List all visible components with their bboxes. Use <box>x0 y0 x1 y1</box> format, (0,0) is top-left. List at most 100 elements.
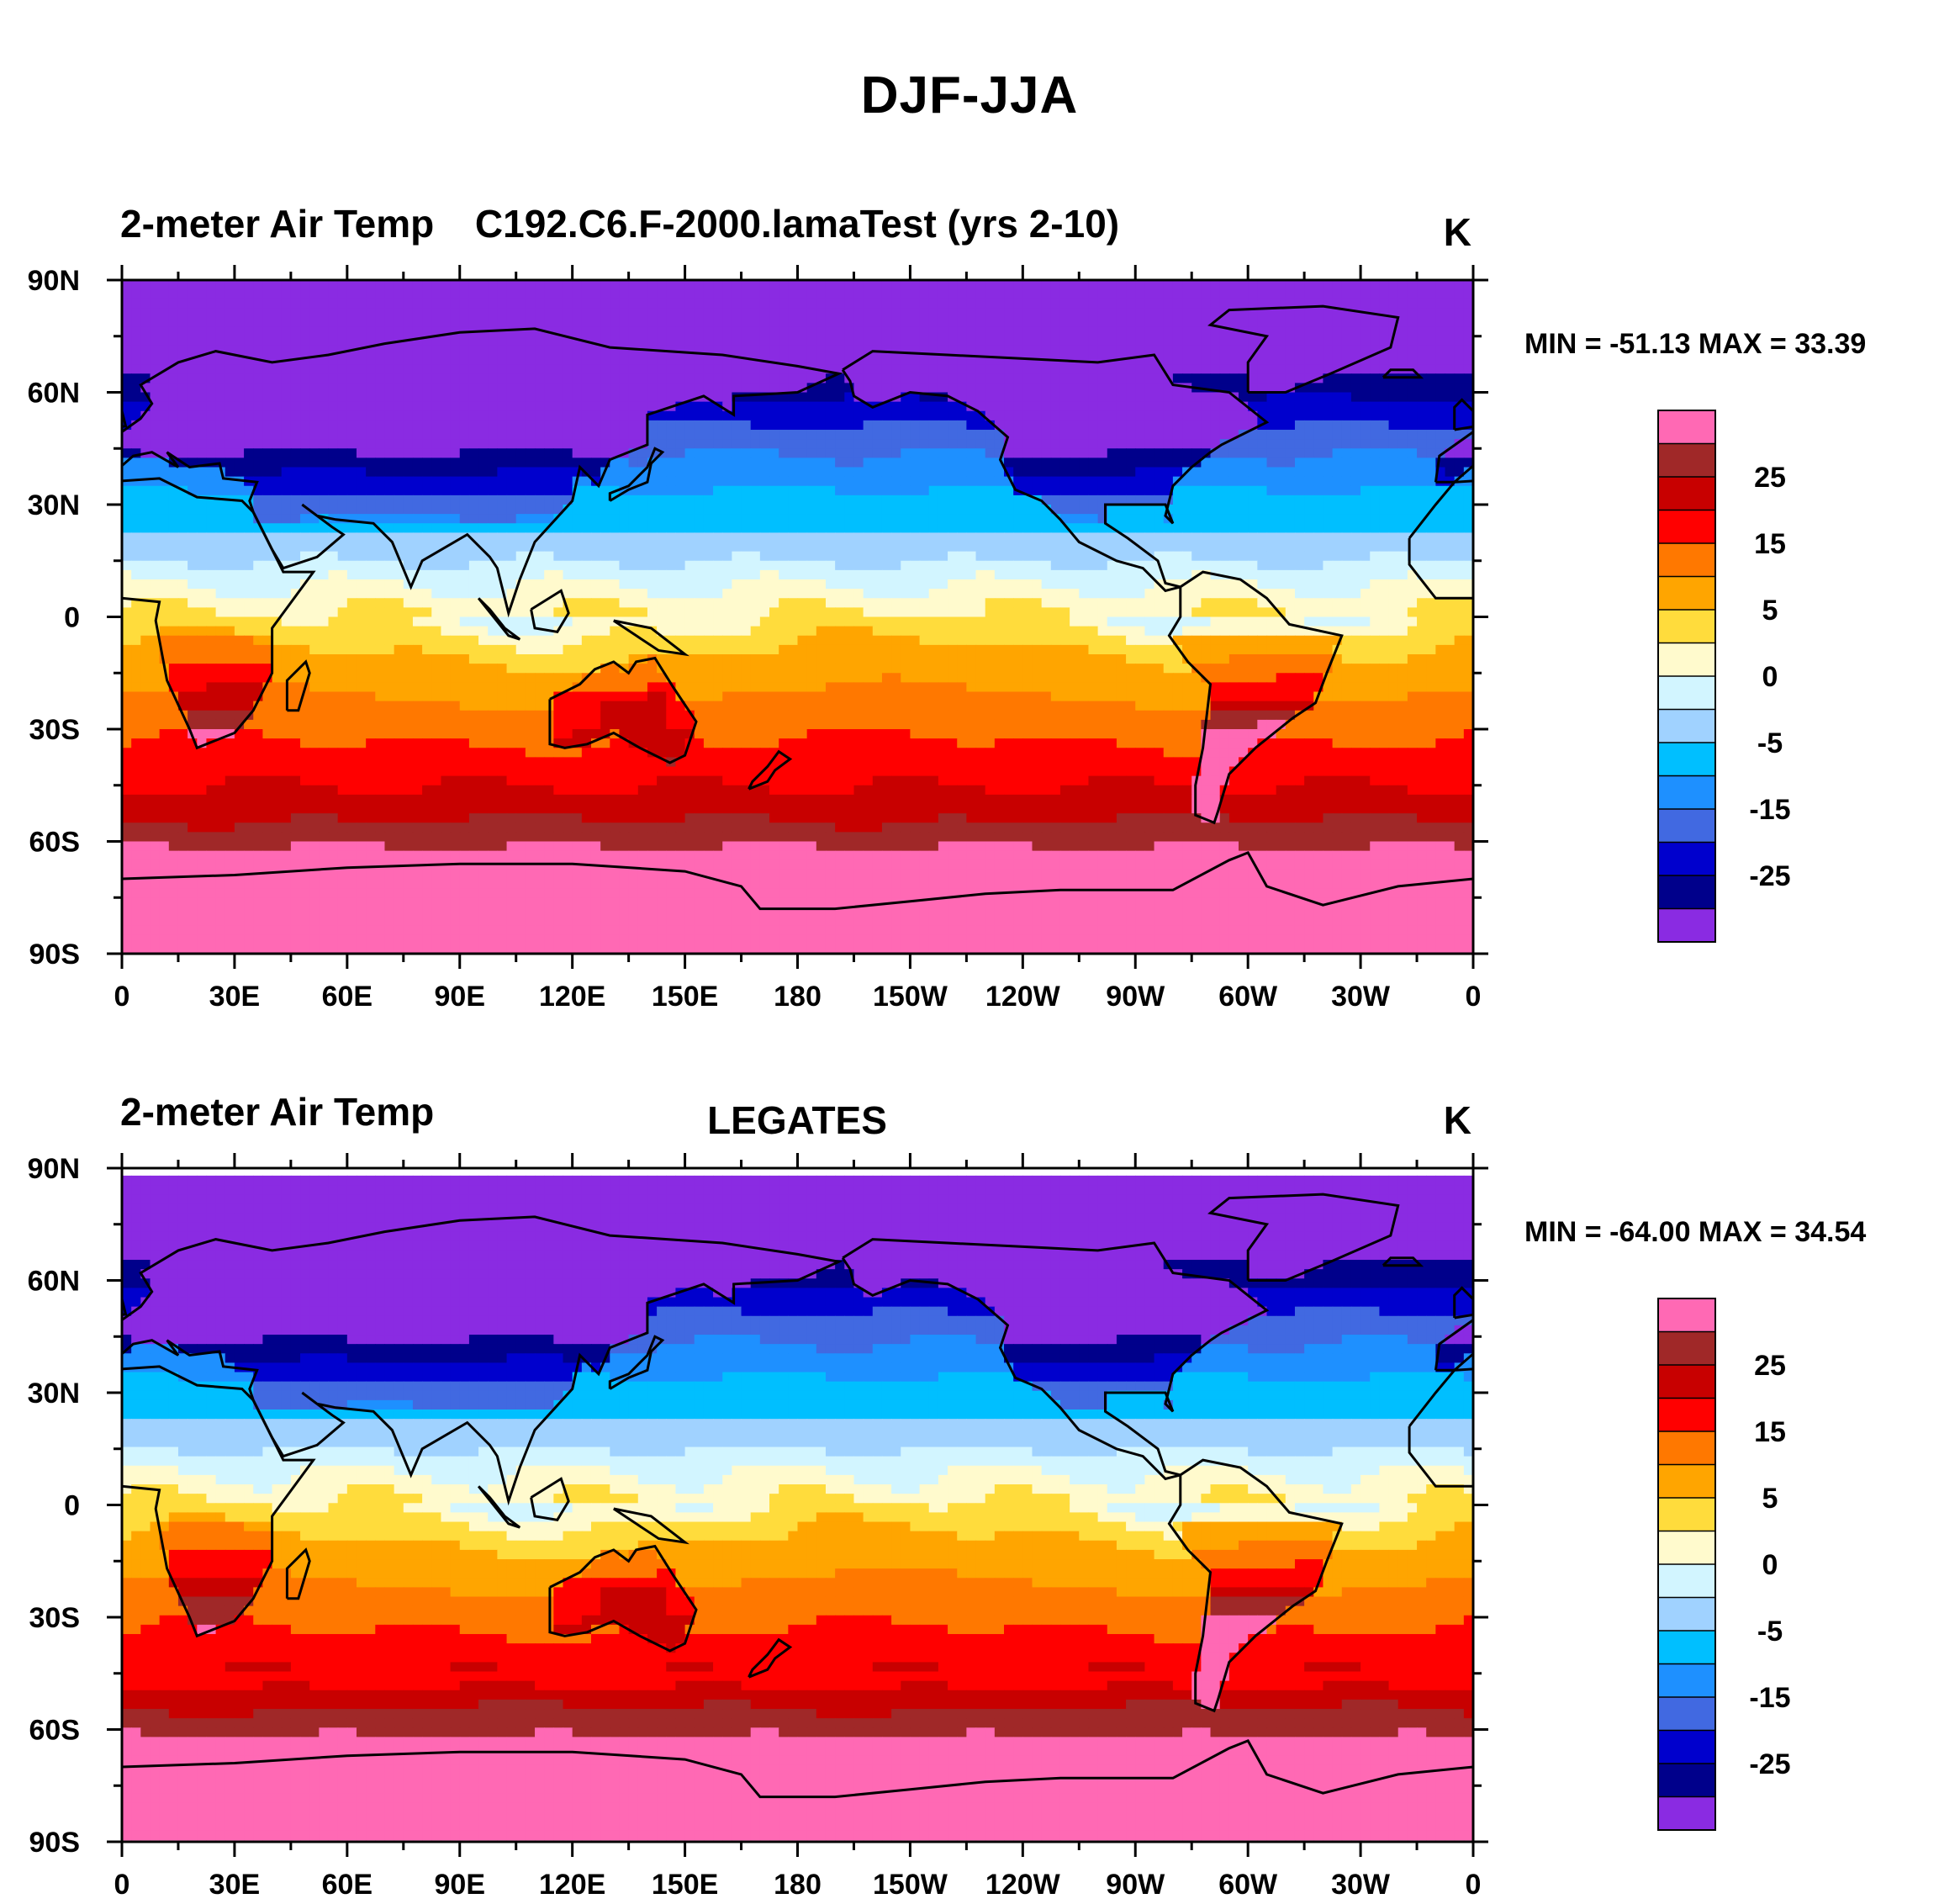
heatmap-cell <box>497 532 508 543</box>
heatmap-cell <box>684 345 695 356</box>
heatmap-cell <box>431 551 442 562</box>
heatmap-cell <box>1097 289 1108 299</box>
heatmap-cell <box>1397 448 1408 458</box>
heatmap-cell <box>572 410 583 421</box>
heatmap-cell <box>319 569 330 580</box>
heatmap-cell <box>150 420 161 431</box>
heatmap-cell <box>637 523 648 533</box>
heatmap-cell <box>891 505 901 515</box>
heatmap-cell <box>206 430 217 440</box>
heatmap-cell <box>215 542 226 553</box>
heatmap-cell <box>150 532 161 543</box>
heatmap-cell <box>1228 299 1239 309</box>
heatmap-cell <box>253 420 263 431</box>
heatmap-cell <box>253 467 263 478</box>
heatmap-cell <box>891 345 901 356</box>
heatmap-cell <box>910 392 921 403</box>
heatmap-cell <box>1360 514 1371 524</box>
heatmap-cell <box>985 439 996 449</box>
heatmap-cell <box>713 505 723 515</box>
heatmap-cell <box>985 430 996 440</box>
heatmap-cell <box>1144 299 1155 309</box>
heatmap-cell <box>1417 505 1427 515</box>
heatmap-cell <box>1239 439 1249 449</box>
heatmap-cell <box>750 299 761 309</box>
heatmap-cell <box>1070 308 1080 319</box>
heatmap-cell <box>732 476 742 487</box>
heatmap-cell <box>1041 542 1052 553</box>
heatmap-cell <box>563 401 573 412</box>
heatmap-cell <box>853 373 864 383</box>
heatmap-cell <box>1304 542 1314 553</box>
heatmap-cell <box>1154 317 1165 328</box>
heatmap-cell <box>1219 430 1230 440</box>
heatmap-cell <box>1454 383 1465 394</box>
heatmap-cell <box>525 401 536 412</box>
heatmap-cell <box>1397 280 1408 290</box>
heatmap-cell <box>994 532 1005 543</box>
heatmap-cell <box>1172 551 1183 562</box>
heatmap-cell <box>1454 505 1465 515</box>
heatmap-cell <box>975 364 986 374</box>
heatmap-cell <box>1463 551 1473 562</box>
heatmap-cell <box>910 430 921 440</box>
heatmap-cell <box>788 326 799 337</box>
heatmap-cell <box>1454 579 1465 590</box>
heatmap-cell <box>1050 579 1061 590</box>
heatmap-cell <box>535 308 545 319</box>
heatmap-cell <box>478 430 489 440</box>
heatmap-cell <box>957 420 967 431</box>
heatmap-cell <box>863 560 874 571</box>
heatmap-cell <box>366 495 376 505</box>
heatmap-cell <box>1088 299 1099 309</box>
heatmap-cell <box>957 476 967 487</box>
heatmap-cell <box>394 289 404 299</box>
heatmap-cell <box>657 299 667 309</box>
heatmap-cell <box>703 383 714 394</box>
heatmap-cell <box>1154 308 1165 319</box>
heatmap-cell <box>1201 392 1212 403</box>
heatmap-cell <box>300 569 310 580</box>
heatmap-cell <box>356 439 367 449</box>
heatmap-cell <box>1116 373 1127 383</box>
heatmap-cell <box>215 373 226 383</box>
heatmap-cell <box>600 317 610 328</box>
heatmap-cell <box>1323 410 1334 421</box>
heatmap-cell <box>394 355 404 365</box>
heatmap-cell <box>722 439 732 449</box>
heatmap-cell <box>590 560 601 571</box>
heatmap-cell <box>319 280 330 290</box>
heatmap-cell <box>1426 317 1436 328</box>
heatmap-cell <box>309 505 320 515</box>
heatmap-cell <box>159 514 170 524</box>
heatmap-cell <box>356 345 367 356</box>
heatmap-cell <box>535 383 545 394</box>
heatmap-cell <box>234 326 245 337</box>
heatmap-cell <box>506 383 517 394</box>
heatmap-cell <box>1219 336 1230 346</box>
heatmap-cell <box>366 430 376 440</box>
heatmap-cell <box>750 410 761 421</box>
heatmap-cell <box>441 308 452 319</box>
heatmap-cell <box>131 514 141 524</box>
heatmap-cell <box>1350 467 1361 478</box>
heatmap-cell <box>553 420 564 431</box>
heatmap-cell <box>1417 355 1427 365</box>
heatmap-cell <box>928 326 939 337</box>
heatmap-cell <box>253 401 263 412</box>
heatmap-cell <box>1417 410 1427 421</box>
heatmap-cell <box>985 485 996 496</box>
heatmap-cell <box>732 317 742 328</box>
heatmap-cell <box>225 560 235 571</box>
heatmap-cell <box>732 505 742 515</box>
heatmap-cell <box>1285 289 1296 299</box>
heatmap-cell <box>901 383 911 394</box>
heatmap-cell <box>741 495 752 505</box>
heatmap-cell <box>563 569 573 580</box>
heatmap-cell <box>825 523 836 533</box>
heatmap-cell <box>853 317 864 328</box>
heatmap-cell <box>441 569 452 580</box>
heatmap-cell <box>872 430 883 440</box>
heatmap-cell <box>356 289 367 299</box>
heatmap-cell <box>1210 364 1221 374</box>
